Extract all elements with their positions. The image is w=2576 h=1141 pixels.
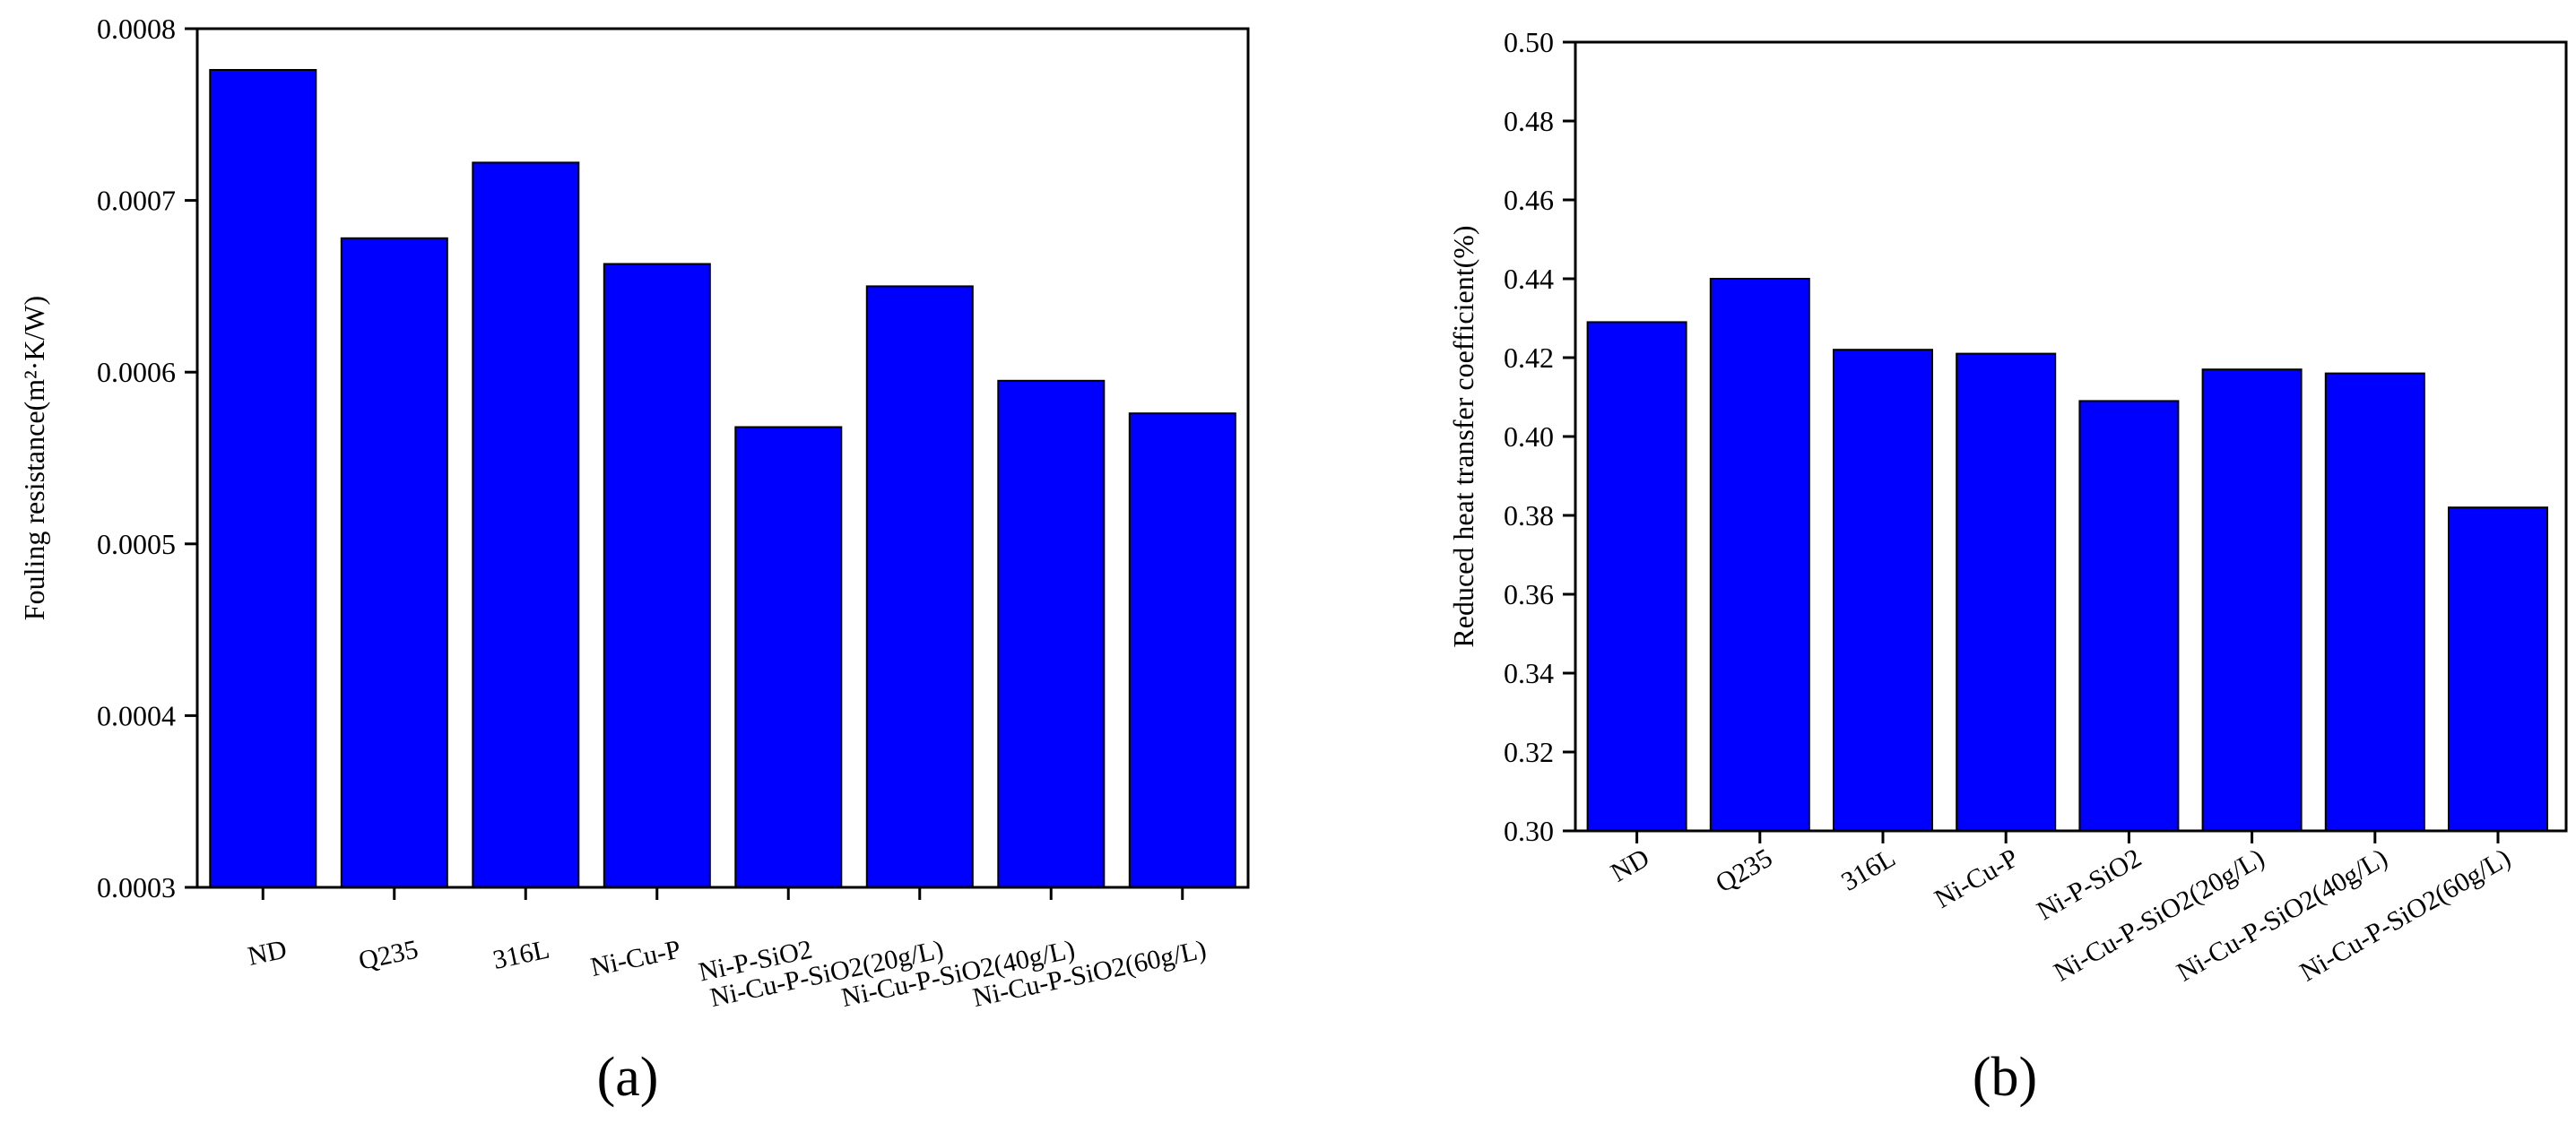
bar-ni-cu-p-sio2-60g-l- <box>1128 412 1236 888</box>
y-tick-label: 0.44 <box>1504 263 1554 295</box>
bar-ni-cu-p-sio2-40g-l- <box>997 379 1106 888</box>
panel-label: (b) <box>1973 1047 2037 1108</box>
bar-ni-cu-p-sio2-40g-l- <box>2324 372 2425 832</box>
x-tick-label: ND <box>245 935 289 972</box>
y-tick-label: 0.32 <box>1504 736 1554 768</box>
y-tick-label: 0.0004 <box>97 699 176 731</box>
x-tick-label: ND <box>1606 843 1654 887</box>
bar-316l <box>1833 349 1933 832</box>
y-tick-label: 0.0005 <box>97 528 176 560</box>
plot-frame <box>195 27 1250 889</box>
x-tick-label: Ni-Cu-P <box>1930 843 2024 913</box>
y-tick-label: 0.36 <box>1504 578 1554 610</box>
bar-ni-cu-p <box>603 263 711 888</box>
y-tick-label: 0.48 <box>1504 105 1554 137</box>
x-tick-label: Ni-Cu-P <box>588 935 683 982</box>
y-tick-label: 0.0006 <box>97 356 176 388</box>
bar-ni-cu-p-sio2-20g-l- <box>2201 368 2303 832</box>
y-tick-label: 0.0007 <box>97 185 176 217</box>
chart-panel-b: 0.30 0.32 0.34 0.36 0.38 0.40 0.42 0.44 0.46 0.48… <box>1447 26 2568 1108</box>
y-tick-label: 0.0008 <box>97 13 176 45</box>
bar-316l <box>472 161 580 888</box>
y-tick-label: 0.50 <box>1504 26 1554 58</box>
x-tick-label: Ni-Cu-P-SiO2(40g/L) <box>2172 843 2392 987</box>
x-tick-label: 316L <box>1836 843 1900 896</box>
y-tick-label: 0.30 <box>1504 815 1554 847</box>
x-tick-label: Q235 <box>356 935 421 976</box>
y-tick-label: 0.40 <box>1504 420 1554 453</box>
x-tick-label: 316L <box>490 935 552 975</box>
bar-ni-cu-p-sio2-20g-l- <box>865 285 974 888</box>
bar-nd <box>209 69 317 888</box>
y-tick-label: 0.34 <box>1504 657 1554 689</box>
chart-panel-a: 0.0003 0.0004 0.0005 0.0006 0.0007 0.0008 ND Q2… <box>18 13 1250 1108</box>
bar-q235 <box>340 237 448 888</box>
panel-label: (a) <box>597 1047 659 1108</box>
y-tick-label: 0.38 <box>1504 499 1554 532</box>
y-tick-label: 0.46 <box>1504 184 1554 216</box>
bar-ni-p-sio2 <box>2078 400 2180 832</box>
bar-q235 <box>1709 278 1810 832</box>
y-tick-label: 0.0003 <box>97 871 176 903</box>
y-tick-label: 0.42 <box>1504 341 1554 374</box>
bar-ni-cu-p-sio2-60g-l- <box>2448 506 2548 832</box>
x-tick-label: Ni-Cu-P-SiO2(60g/L) <box>2295 843 2516 987</box>
x-tick-label: Ni-Cu-P-SiO2(20g/L) <box>2049 843 2269 987</box>
x-tick-label: Q235 <box>1711 843 1777 898</box>
bar-nd <box>1586 321 1687 832</box>
y-axis-title: Fouling resistance(m²·K/W) <box>18 296 50 620</box>
x-tick-label: Ni-P-SiO2 <box>2032 843 2147 926</box>
bar-ni-cu-p <box>1956 352 2057 833</box>
y-axis-title: Reduced heat transfer coefficient(%) <box>1447 225 1479 647</box>
bar-ni-p-sio2 <box>734 426 843 888</box>
